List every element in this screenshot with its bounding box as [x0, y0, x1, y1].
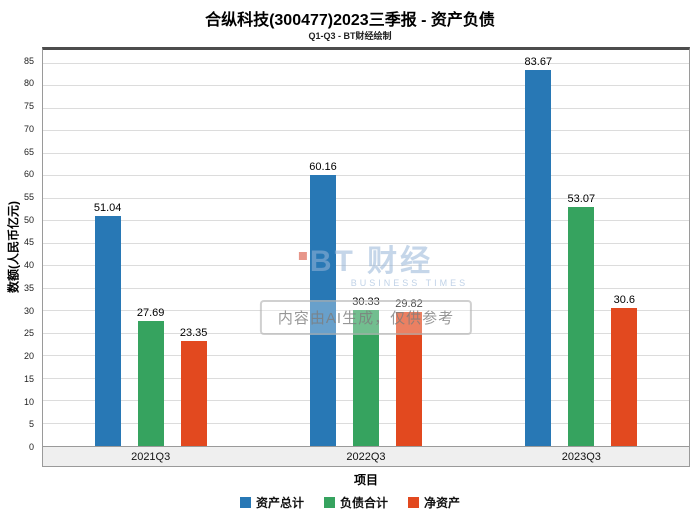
legend-item-负债合计: 负债合计: [323, 494, 388, 511]
bar-wrap: 30.6: [611, 50, 638, 446]
bar-资产总计-2022Q3: [309, 175, 336, 446]
legend-label: 负债合计: [339, 496, 388, 510]
y-tick-label: 30: [23, 305, 34, 316]
x-tick-label-2021Q3: 2021Q3: [131, 450, 171, 463]
bar-wrap: 60.16: [309, 50, 337, 446]
y-tick-label: 50: [23, 214, 34, 225]
y-tick-label: 40: [23, 260, 34, 271]
gridline: [43, 175, 689, 176]
legend-label: 净资产: [424, 496, 461, 510]
y-tick-label: 45: [23, 237, 34, 248]
legend-swatch-icon: [323, 497, 335, 508]
bar-value-label: 29.82: [395, 297, 423, 310]
bar-wrap: 23.35: [179, 50, 208, 446]
gridline: [43, 197, 689, 199]
chart-title: 合纵科技(300477)2023三季报 - 资产负债: [205, 12, 495, 29]
x-tick-label-2023Q3: 2023Q3: [561, 450, 601, 463]
y-tick-label: 55: [23, 192, 34, 202]
y-tick-label: 25: [23, 328, 34, 339]
gridline: [43, 152, 689, 154]
x-axis-label: 项目: [353, 473, 378, 487]
legend-item-净资产: 净资产: [408, 494, 460, 511]
y-tick-label: 85: [23, 55, 34, 66]
y-tick-label: 0: [28, 442, 34, 452]
gridline: [43, 242, 689, 244]
y-tick-label: 80: [23, 78, 34, 89]
bar-wrap: 29.82: [395, 50, 423, 446]
legend-swatch-icon: [239, 497, 251, 508]
bar-group-2021Q3: 51.04 27.69 23.35: [43, 50, 258, 446]
gridline: [43, 130, 689, 131]
bar-group-2023Q3: 83.67 53.07 30.6: [474, 50, 689, 446]
bar-value-label: 83.67: [524, 55, 553, 68]
gridline: [43, 107, 689, 109]
legend: 资产总计 负债合计 净资产: [0, 494, 700, 511]
bar-group-2022Q3: 60.16 30.33 29.82: [258, 50, 473, 446]
legend-label: 资产总计: [255, 496, 304, 510]
bar-value-label: 30.6: [613, 294, 636, 307]
bar-负债合计-2022Q3: [352, 309, 379, 446]
bar-groups: 51.04 27.69 23.35 60.16 30.33 29.82 83.67 53.07…: [43, 50, 689, 446]
bar-负债合计-2021Q3: [137, 321, 164, 446]
bar-wrap: 51.04: [93, 50, 122, 446]
y-tick-label: 5: [28, 419, 34, 430]
bar-value-label: 23.35: [179, 326, 208, 339]
legend-item-资产总计: 资产总计: [239, 494, 304, 511]
bar-wrap: 83.67: [524, 50, 553, 446]
bar-wrap: 30.33: [352, 50, 380, 446]
bar-wrap: 27.69: [136, 50, 165, 446]
chart-subtitle: Q1-Q3 - BT财经绘制: [308, 31, 392, 41]
gridline: [43, 62, 689, 64]
gridline: [43, 85, 689, 86]
bar-value-label: 53.07: [567, 193, 596, 206]
bar-负债合计-2023Q3: [568, 207, 595, 446]
bar-净资产-2023Q3: [611, 308, 638, 446]
plot-area: 51.04 27.69 23.35 60.16 30.33 29.82 83.67 53.07…: [42, 47, 690, 447]
y-axis-ticks: 0 5 10 15 20 25 30 35 40 45 50 55 60 65 70 75 80 85: [0, 47, 38, 452]
category-axis: 2021Q3 2022Q3 2023Q3: [42, 447, 690, 467]
y-tick-label: 10: [23, 396, 34, 407]
bar-wrap: 53.07: [567, 50, 596, 446]
bar-资产总计-2023Q3: [525, 69, 552, 446]
y-tick-label: 75: [23, 101, 34, 112]
bar-资产总计-2021Q3: [94, 216, 121, 446]
gridline: [43, 287, 689, 289]
y-tick-label: 20: [23, 351, 34, 362]
x-tick-label-2022Q3: 2022Q3: [346, 450, 386, 463]
bar-value-label: 60.16: [309, 161, 337, 174]
bar-value-label: 27.69: [136, 307, 165, 320]
y-tick-label: 15: [23, 373, 34, 384]
y-tick-label: 65: [23, 146, 34, 157]
y-tick-label: 70: [23, 123, 34, 134]
gridline: [43, 220, 689, 221]
y-tick-label: 60: [23, 169, 34, 180]
gridline: [43, 265, 689, 266]
bar-value-label: 30.33: [352, 295, 380, 308]
bar-净资产-2022Q3: [395, 311, 422, 446]
legend-swatch-icon: [408, 497, 419, 508]
bar-净资产-2021Q3: [180, 340, 207, 446]
bar-value-label: 51.04: [93, 202, 122, 215]
y-tick-label: 35: [23, 282, 34, 293]
